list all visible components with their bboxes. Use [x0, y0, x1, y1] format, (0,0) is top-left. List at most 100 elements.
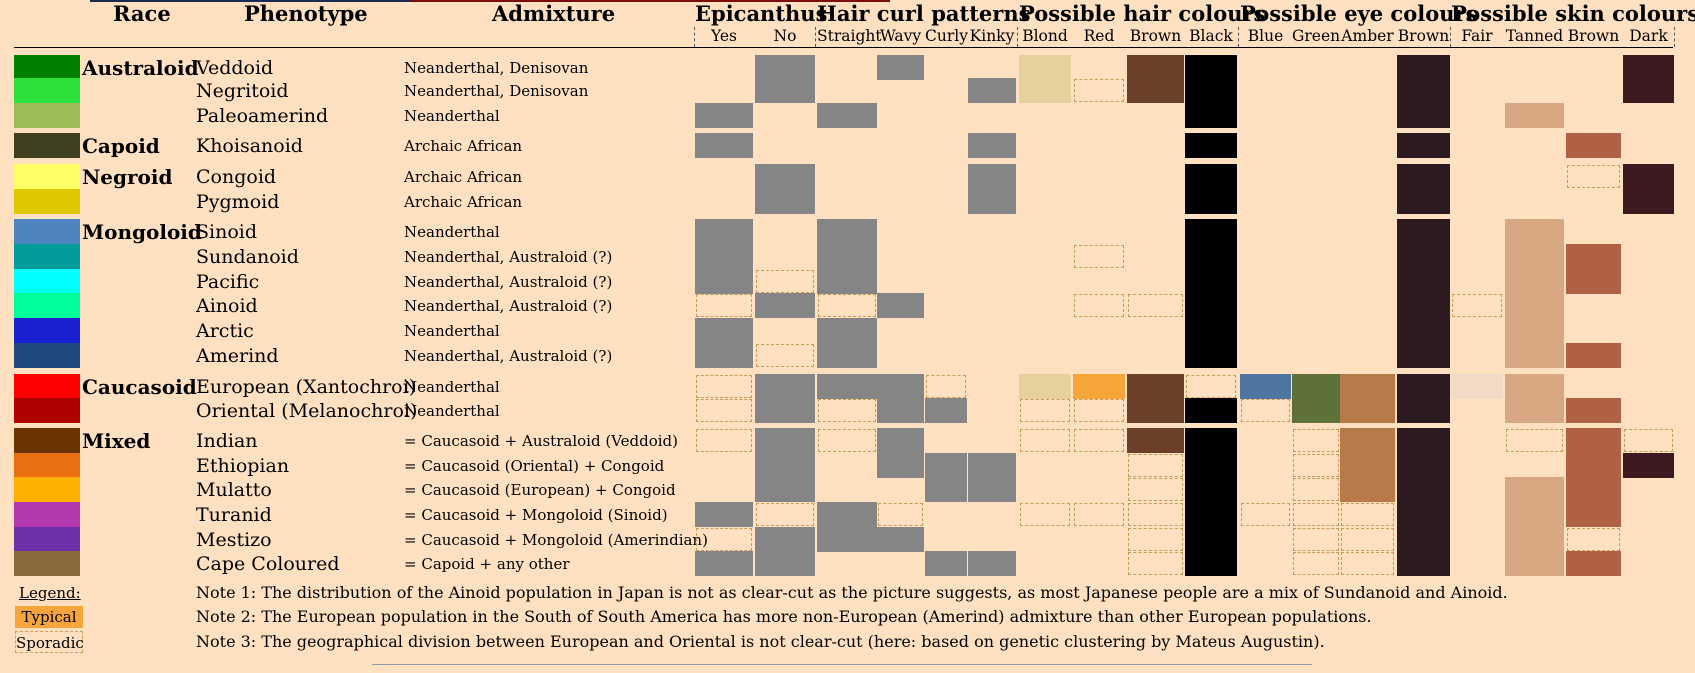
typical-cell [1566, 551, 1621, 576]
sub-header-yes-0: Yes [710, 27, 737, 45]
typical-cell [925, 477, 967, 502]
admixture-text: Neanderthal, Denisovan [404, 59, 589, 77]
admixture-text: Neanderthal [404, 223, 500, 241]
typical-cell [1397, 453, 1450, 478]
admixture-text: Neanderthal [404, 402, 500, 420]
typical-cell [817, 374, 877, 399]
typical-cell [817, 527, 877, 552]
header-divider-0 [694, 27, 695, 47]
typical-cell [1505, 219, 1564, 244]
sporadic-cell [818, 399, 876, 422]
sporadic-cell [818, 429, 876, 452]
legend-typical: Typical [15, 606, 83, 628]
typical-cell [1505, 103, 1564, 128]
phenotype-label: Veddoid [196, 57, 274, 79]
typical-cell [1505, 527, 1564, 552]
typical-cell [1185, 551, 1237, 576]
typical-cell [1185, 398, 1237, 423]
typical-cell [1185, 527, 1237, 552]
header-race: Race [113, 1, 171, 26]
typical-cell [1397, 343, 1450, 368]
sub-header-dark-4: Dark [1629, 27, 1668, 45]
sporadic-cell [1128, 478, 1183, 501]
typical-cell [1019, 55, 1071, 80]
header-divider-4 [1450, 27, 1451, 47]
typical-cell [1397, 477, 1450, 502]
sub-header-brown-2: Brown [1129, 27, 1182, 45]
admixture-text: = Caucasoid + Mongoloid (Amerindian) [404, 531, 708, 549]
typical-cell [695, 103, 753, 128]
sub-header-straight-1: Straight [817, 27, 882, 45]
typical-cell [1505, 343, 1564, 368]
typical-cell [1623, 78, 1674, 103]
phenotype-label: Oriental (Melanochroi) [196, 400, 418, 422]
typical-cell [877, 398, 924, 423]
header-phenotype: Phenotype [244, 1, 368, 26]
admixture-text: = Caucasoid + Australoid (Veddoid) [404, 432, 678, 450]
typical-cell [968, 477, 1016, 502]
phenotype-label: Pygmoid [196, 191, 280, 213]
typical-cell [968, 551, 1016, 576]
typical-cell [695, 269, 753, 294]
admixture-text: Neanderthal, Denisovan [404, 82, 589, 100]
typical-cell [1185, 164, 1237, 189]
typical-cell [755, 453, 815, 478]
typical-cell [1185, 428, 1237, 453]
typical-cell [1397, 78, 1450, 103]
phenotype-label: Turanid [196, 504, 272, 526]
race-color-swatch [14, 78, 80, 103]
sporadic-cell [878, 503, 923, 526]
typical-cell [1505, 502, 1564, 527]
race-label: Negroid [82, 165, 173, 189]
typical-cell [1397, 133, 1450, 158]
typical-cell [1505, 293, 1564, 318]
typical-cell [877, 55, 924, 80]
sporadic-cell [1074, 503, 1124, 526]
admixture-text: Neanderthal [404, 322, 500, 340]
typical-cell [1397, 318, 1450, 343]
group-header-4: Possible skin colours [1451, 1, 1695, 26]
sporadic-cell [1241, 503, 1290, 526]
typical-cell [755, 428, 815, 453]
sporadic-cell [1293, 503, 1339, 526]
sporadic-cell [1506, 429, 1563, 452]
header-rule [14, 47, 1673, 48]
typical-cell [695, 133, 753, 158]
typical-cell [1127, 374, 1184, 399]
typical-cell [755, 551, 815, 576]
race-label: Caucasoid [82, 375, 197, 399]
phenotype-label: Sinoid [196, 221, 258, 243]
typical-cell [1397, 293, 1450, 318]
typical-cell [1185, 477, 1237, 502]
sporadic-cell [1241, 399, 1290, 422]
typical-cell [925, 453, 967, 478]
typical-cell [1240, 374, 1291, 399]
typical-cell [1185, 133, 1237, 158]
race-label: Mongoloid [82, 220, 202, 244]
race-color-swatch [14, 428, 80, 453]
race-color-swatch [14, 269, 80, 294]
sporadic-cell [1020, 429, 1070, 452]
sporadic-cell [1128, 294, 1183, 317]
admixture-text: Neanderthal, Australoid (?) [404, 273, 613, 291]
race-color-swatch [14, 293, 80, 318]
phenotype-label: Arctic [196, 320, 254, 342]
legend-sporadic: Sporadic [15, 631, 84, 653]
typical-cell [1019, 78, 1071, 103]
typical-cell [1073, 374, 1125, 399]
group-header-3: Possible eye colours [1240, 1, 1478, 26]
race-color-swatch [14, 55, 80, 80]
header-divider-3 [1238, 27, 1239, 47]
typical-cell [968, 189, 1016, 214]
typical-cell [877, 293, 924, 318]
race-label: Capoid [82, 134, 160, 158]
typical-cell [695, 318, 753, 343]
race-color-swatch [14, 374, 80, 399]
typical-cell [755, 477, 815, 502]
typical-cell [1566, 244, 1621, 269]
sporadic-cell [1186, 375, 1236, 398]
typical-cell [695, 502, 753, 527]
sporadic-cell [1293, 478, 1339, 501]
typical-cell [1397, 55, 1450, 80]
